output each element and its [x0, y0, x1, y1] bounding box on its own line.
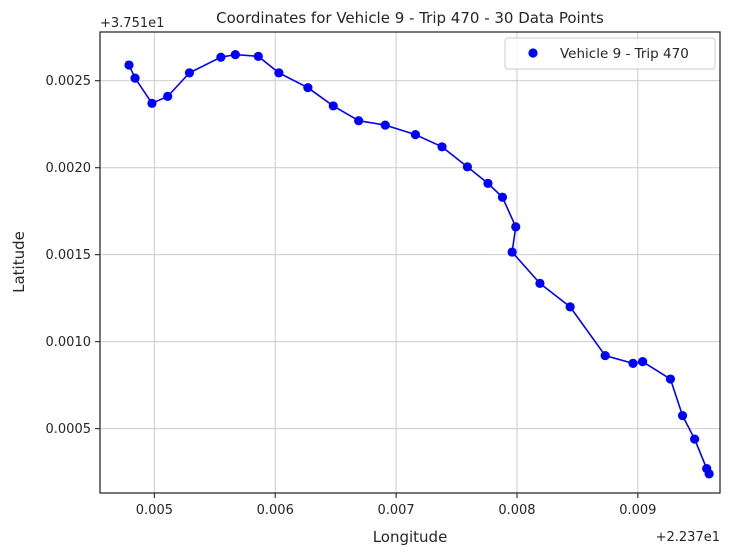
- x-tick-label: 0.005: [136, 503, 173, 518]
- x-tick-label: 0.006: [257, 503, 294, 518]
- data-point: [124, 60, 134, 70]
- y-tick-label: 0.0005: [46, 422, 92, 437]
- data-point: [535, 278, 545, 288]
- x-offset-label: +2.237e1: [656, 530, 720, 545]
- y-tick-label: 0.0020: [46, 161, 92, 176]
- data-point: [328, 101, 338, 111]
- data-point: [130, 73, 140, 83]
- x-axis-label: Longitude: [373, 528, 448, 546]
- data-point: [230, 50, 240, 60]
- data-point: [628, 358, 638, 368]
- data-point: [704, 469, 714, 479]
- data-point: [216, 52, 226, 62]
- data-point: [147, 98, 157, 108]
- y-tick-label: 0.0010: [46, 335, 92, 350]
- legend-box: [504, 37, 716, 70]
- y-tick-label: 0.0015: [46, 248, 92, 263]
- legend: Vehicle 9 - Trip 470: [504, 37, 716, 70]
- data-point: [303, 83, 313, 93]
- data-point: [462, 162, 473, 172]
- data-point: [690, 434, 700, 444]
- data-point: [437, 142, 447, 152]
- grid-lines: [100, 32, 720, 493]
- y-axis-label: Latitude: [10, 231, 28, 293]
- data-point: [638, 357, 648, 367]
- series-line: [128, 53, 710, 475]
- data-point: [665, 374, 676, 384]
- data-point: [253, 51, 263, 61]
- x-tick-label: 0.009: [619, 503, 656, 518]
- data-point: [163, 91, 173, 101]
- data-point: [677, 410, 688, 421]
- axis-ticks: 0.005 0.006 0.007 0.008 0.009 0.0005 0.0010 0.0…: [46, 74, 657, 518]
- plot-frame: [99, 31, 721, 494]
- data-point: [274, 68, 284, 78]
- y-offset-label: +3.751e1: [100, 16, 164, 31]
- x-tick-label: 0.008: [498, 503, 535, 518]
- x-tick-label: 0.007: [377, 503, 414, 518]
- series-layer: [124, 50, 714, 479]
- data-point: [507, 247, 517, 257]
- legend-marker: [528, 48, 538, 58]
- y-tick-label: 0.0025: [46, 74, 92, 89]
- data-point: [380, 120, 390, 130]
- chart-title: Coordinates for Vehicle 9 - Trip 470 - 3…: [216, 9, 604, 27]
- data-point: [497, 192, 508, 202]
- data-point: [483, 178, 493, 188]
- legend-label: Vehicle 9 - Trip 470: [560, 46, 689, 62]
- data-point: [600, 350, 610, 361]
- data-point: [565, 302, 575, 312]
- data-point: [354, 116, 364, 126]
- data-point: [184, 68, 195, 78]
- data-point: [410, 130, 421, 140]
- data-point: [511, 222, 521, 232]
